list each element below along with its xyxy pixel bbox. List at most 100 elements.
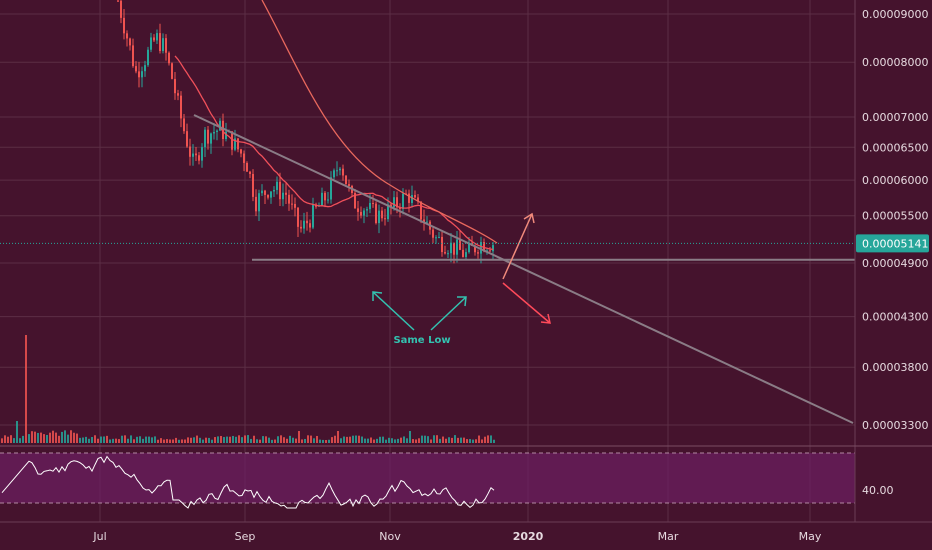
volume-bar [391,438,393,443]
candle-body [201,147,203,161]
candle-body [432,229,434,238]
volume-bar [112,438,114,443]
volume-bar [343,436,345,443]
candle-body [153,37,155,41]
volume-bar [139,436,141,443]
volume-bar [223,437,225,443]
volume-bar [307,435,309,443]
volume-bar [481,439,483,443]
x-tick-label: May [799,530,822,543]
volume-bar [445,438,447,443]
volume-bar [118,439,120,443]
same-low-arrowhead-left [372,291,383,301]
volume-bar [265,436,267,443]
candle-body [303,220,305,229]
volume-bar [334,435,336,443]
volume-bar [475,439,477,443]
volume-bar [268,437,270,443]
candle-body [210,133,212,144]
grid-lines [0,0,855,522]
volume-bar [142,438,144,443]
candle-body [477,252,479,254]
volume-bar [187,437,189,443]
candle-body [213,131,215,134]
volume-bar [133,439,135,443]
candle-body [294,203,296,208]
volume-bar [232,435,234,443]
candle-body [132,45,134,67]
volume-bar [493,439,495,443]
volume-bar [145,436,147,443]
volume-bar [28,434,30,443]
volume-bar [154,436,156,443]
volume-bar [280,435,282,443]
candle-body [147,49,149,66]
candle-body [264,190,266,195]
candle-body [408,193,410,203]
breakdown-arrowhead [540,313,551,324]
candle-body [138,71,140,78]
drawing-overlays: 0.00005141 [0,114,929,424]
y-tick-label: 0.00007000 [862,111,928,124]
candle-body [171,63,173,79]
candle-body [198,155,200,161]
volume-bar [262,436,264,443]
candle-body [279,181,281,200]
candle-body [186,131,188,147]
volume-bar [136,436,138,443]
candle-body [282,192,284,200]
same-low-annotation: Same Low [393,335,450,346]
candle-body [459,239,461,250]
volume-bar [304,438,306,443]
volume-bar [184,439,186,443]
rsi-band [0,453,855,503]
volume-bar [418,438,420,443]
volume-bar [163,439,165,443]
candle-body [480,242,482,254]
volume-bar [85,436,87,443]
volume-bar [436,435,438,443]
candle-body [447,253,449,255]
volume-bar [289,435,291,443]
volume-bar [259,439,261,443]
volume-bar [271,439,273,443]
volume-bars [1,335,495,443]
candle-body [222,120,224,140]
volume-bar [370,437,372,443]
candle-body [369,202,371,210]
volume-bar [103,436,105,443]
candle-body [381,210,383,219]
volume-bar [406,438,408,443]
candle-body [117,0,119,2]
volume-bar [247,435,249,443]
candle-body [363,210,365,216]
volume-bar [235,436,237,443]
candle-body [168,52,170,64]
candle-body [444,252,446,254]
volume-bar [160,438,162,443]
volume-bar [382,436,384,443]
volume-bar [331,437,333,443]
candle-body [252,173,254,197]
candle-body [219,120,221,131]
candle-body [237,138,239,150]
volume-bar [208,437,210,443]
y-tick-label: 0.00006000 [862,174,928,187]
candle-body [402,193,404,209]
volume-bar [1,438,3,443]
candle-body [333,170,335,178]
same-low-arrow-right [430,296,467,331]
candle-body [348,184,350,186]
x-tick-label: Jul [92,530,106,543]
volume-bar [67,434,69,443]
volume-bar [43,434,45,443]
candle-body [216,130,218,132]
candle-body [297,207,299,227]
candle-body [162,38,164,51]
volume-bar [124,435,126,443]
volume-bar [40,432,42,443]
candle-body [492,245,494,252]
volume-bar [319,439,321,443]
y-tick-label: 0.00009000 [862,8,928,21]
candle-body [390,204,392,208]
